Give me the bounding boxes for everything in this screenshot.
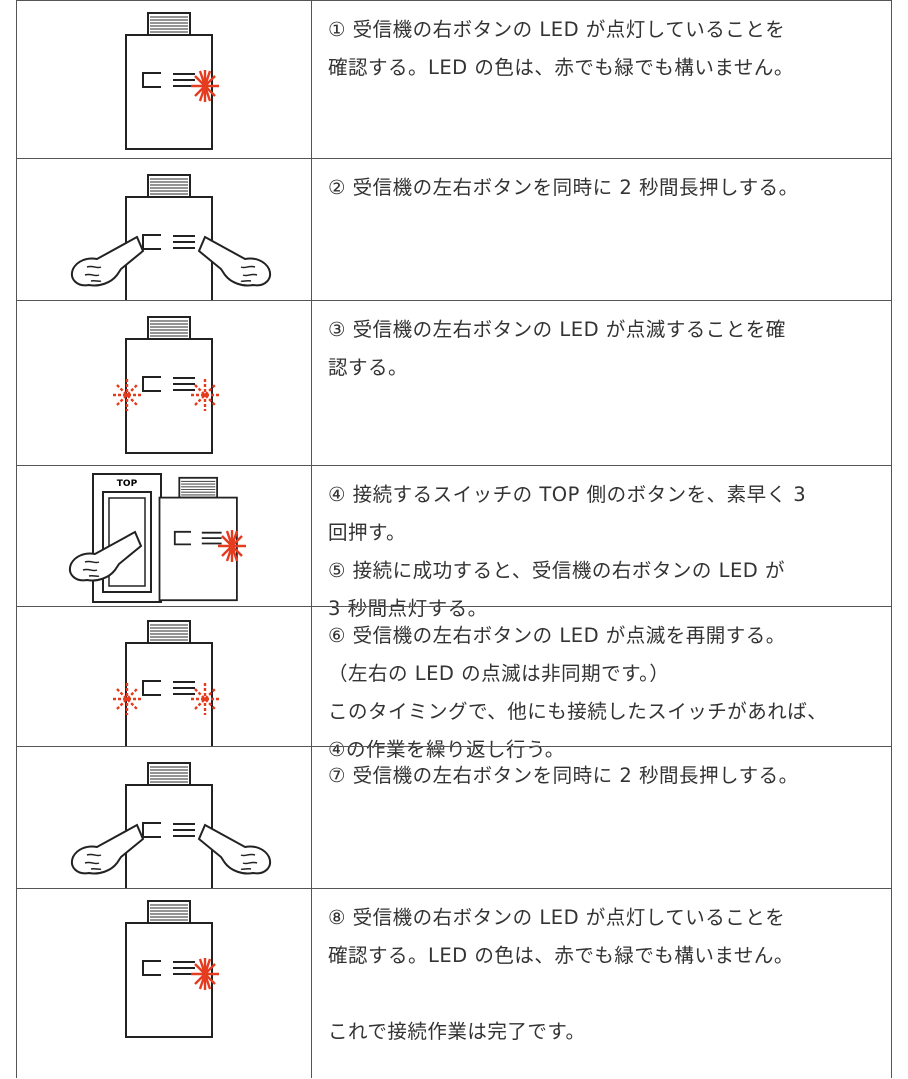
step-text: ① 受信機の右ボタンの LED が点灯していることを 確認する。LED の色は、赤…	[328, 11, 892, 87]
illustration	[16, 889, 312, 1078]
step-row: ② 受信機の左右ボタンを同時に 2 秒間長押しする。	[16, 158, 892, 301]
step-row: ③ 受信機の左右ボタンの LED が点滅することを確 認する。	[16, 300, 892, 465]
switch-label: TOP	[117, 479, 138, 489]
illustration	[16, 159, 312, 301]
text-line: ⑦ 受信機の左右ボタンを同時に 2 秒間長押しする。	[328, 764, 799, 787]
step-row: ⑦ 受信機の左右ボタンを同時に 2 秒間長押しする。	[16, 746, 892, 889]
step-text: ③ 受信機の左右ボタンの LED が点滅することを確 認する。	[328, 311, 892, 387]
text-line: ② 受信機の左右ボタンを同時に 2 秒間長押しする。	[328, 176, 799, 199]
step-text: ④ 接続するスイッチの TOP 側のボタンを、素早く 3 回押す。 ⑤ 接続に成功す…	[328, 476, 892, 628]
illustration	[16, 607, 312, 747]
row-edge	[891, 1, 892, 158]
step-text: ⑥ 受信機の左右ボタンの LED が点滅を再開する。 （左右の LED の点滅は非…	[328, 617, 892, 769]
illustration-drawing	[111, 316, 221, 454]
row-edge	[891, 747, 892, 888]
text-line: ④の作業を繰り返し行う。	[328, 738, 565, 761]
step-row: ① 受信機の右ボタンの LED が点灯していることを 確認する。LED の色は、赤…	[16, 0, 892, 158]
row-edge	[891, 301, 892, 465]
illustration: TOP	[16, 466, 312, 606]
text-line: 確認する。LED の色は、赤でも緑でも構いません。	[328, 56, 794, 79]
steps-table: ① 受信機の右ボタンの LED が点灯していることを 確認する。LED の色は、赤…	[16, 0, 892, 1078]
note: これで接続作業は完了です。	[328, 1020, 586, 1043]
row-edge	[891, 466, 892, 606]
illustration-drawing	[125, 12, 221, 150]
illustration-drawing	[70, 174, 272, 301]
row-edge	[891, 159, 892, 300]
illustration-drawing	[111, 620, 221, 747]
text-line: ⑥ 受信機の左右ボタンの LED が点滅を再開する。	[328, 624, 786, 647]
illustration	[16, 1, 312, 158]
text-line: ④ 接続するスイッチの TOP 側のボタンを、素早く 3	[328, 483, 807, 506]
text-line: 3 秒間点灯する。	[328, 597, 488, 620]
step-row: ⑥ 受信機の左右ボタンの LED が点滅を再開する。 （左右の LED の点滅は非…	[16, 606, 892, 761]
step-text: ② 受信機の左右ボタンを同時に 2 秒間長押しする。	[328, 169, 892, 207]
illustration	[16, 747, 312, 889]
row-edge	[891, 607, 892, 746]
step-row: TOP ④ 接続するスイッチの TOP 側のボタンを、素早く 3 回押す。 ⑤ 接続に…	[16, 465, 892, 620]
text-line: ⑤ 接続に成功すると、受信機の右ボタンの LED が	[328, 559, 785, 582]
text-line: 確認する。LED の色は、赤でも緑でも構いません。	[328, 944, 794, 967]
step-text: ⑧ 受信機の右ボタンの LED が点灯していることを 確認する。LED の色は、赤…	[328, 899, 892, 1051]
illustration	[16, 301, 312, 465]
text-line: ⑧ 受信機の右ボタンの LED が点灯していることを	[328, 906, 786, 929]
text-line: ① 受信機の右ボタンの LED が点灯していることを	[328, 18, 786, 41]
text-line: （左右の LED の点滅は非同期です。）	[328, 662, 670, 685]
text-line: このタイミングで、他にも接続したスイッチがあれば、	[328, 700, 828, 723]
text-line: ③ 受信機の左右ボタンの LED が点滅することを確	[328, 318, 786, 341]
step-row: ⑧ 受信機の右ボタンの LED が点灯していることを 確認する。LED の色は、赤…	[16, 888, 892, 1078]
row-edge	[891, 889, 892, 1078]
text-line: 回押す。	[328, 521, 407, 544]
step-text: ⑦ 受信機の左右ボタンを同時に 2 秒間長押しする。	[328, 757, 892, 795]
illustration-drawing: TOP	[68, 473, 248, 603]
illustration-drawing	[125, 900, 221, 1038]
text-line: 認する。	[328, 356, 409, 379]
illustration-drawing	[70, 762, 272, 889]
